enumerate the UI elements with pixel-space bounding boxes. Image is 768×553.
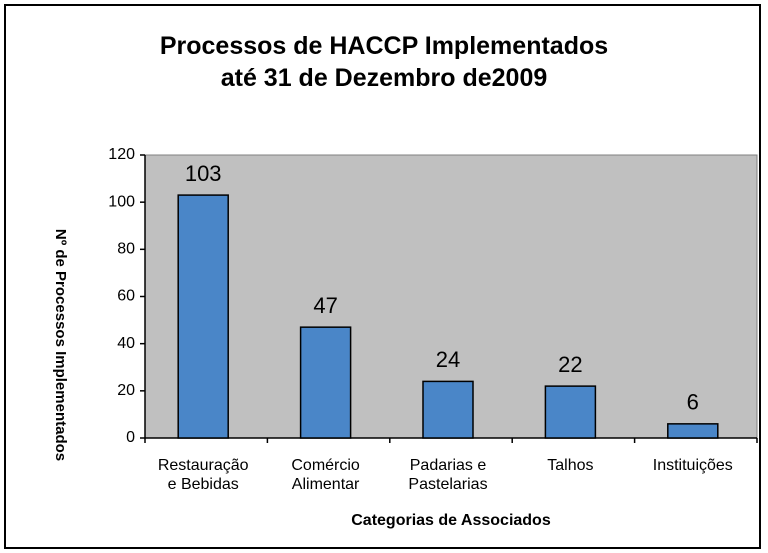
bar (177, 194, 229, 439)
x-tick-label: Talhos (547, 457, 594, 474)
y-tick-label: 40 (117, 335, 135, 352)
x-tick-label: Instituições (652, 457, 733, 474)
data-label: 47 (313, 293, 337, 318)
bar (667, 423, 719, 439)
y-axis-label: Nº de Processos Implementados (52, 229, 69, 461)
y-tick-label: 60 (117, 288, 135, 305)
data-label: 6 (687, 390, 699, 415)
data-label: 24 (436, 347, 460, 372)
y-tick-label: 100 (108, 193, 135, 210)
y-tick-label: 80 (117, 241, 135, 258)
bar (422, 380, 474, 439)
x-axis-label: Categorias de Associados (351, 512, 551, 529)
data-label: 103 (185, 161, 222, 186)
chart-title: Processos de HACCP Implementados até 31 … (159, 32, 609, 92)
x-tick-label: Restauração e Bebidas (157, 457, 249, 493)
bar (544, 385, 597, 439)
y-tick-label: 0 (126, 429, 135, 446)
bar (299, 326, 352, 439)
x-tick-label: Comércio Alimentar (291, 457, 360, 493)
data-label: 22 (558, 352, 582, 377)
y-tick-label: 20 (117, 382, 135, 399)
x-tick-label: Padarias e Pastelarias (408, 457, 488, 493)
y-tick-label: 120 (108, 146, 135, 163)
